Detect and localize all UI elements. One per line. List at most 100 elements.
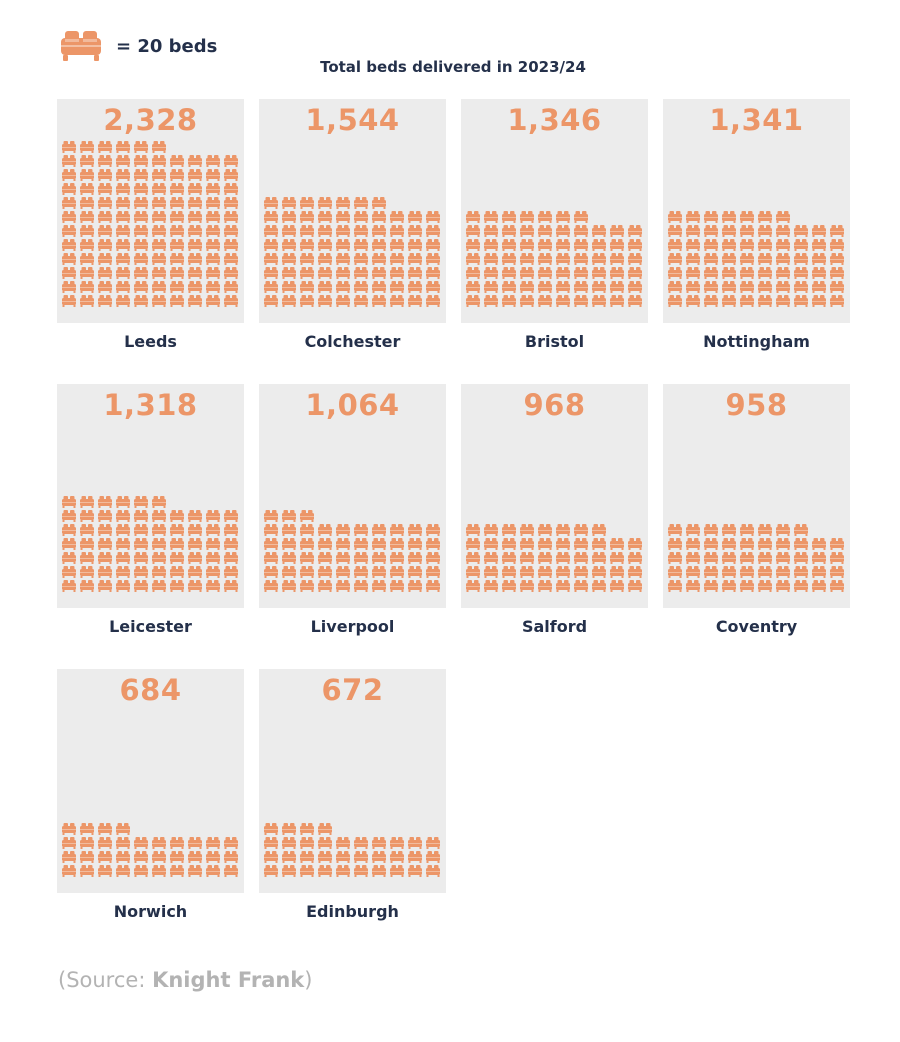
bed-icon xyxy=(152,141,166,153)
bed-icon xyxy=(170,267,184,279)
bed-icon xyxy=(224,281,238,293)
bed-icon xyxy=(134,552,148,564)
bed-icon xyxy=(98,141,112,153)
bed-icon xyxy=(318,239,332,251)
bed-icon xyxy=(556,239,570,251)
bed-icon xyxy=(282,865,296,877)
bed-icon xyxy=(758,538,772,550)
bed-icon xyxy=(556,253,570,265)
bed-icon xyxy=(98,281,112,293)
category-label: Salford xyxy=(521,617,588,636)
bed-icon xyxy=(318,211,332,223)
bed-icon xyxy=(686,552,700,564)
bed-icon xyxy=(318,552,332,564)
bed-icon xyxy=(538,267,552,279)
bed-icon xyxy=(300,510,314,522)
bed-icon xyxy=(116,510,130,522)
bed-icon xyxy=(282,552,296,564)
bed-icon xyxy=(318,295,332,307)
bed-icon xyxy=(556,524,570,536)
bed-icon xyxy=(390,295,404,307)
bed-icon xyxy=(686,580,700,592)
bed-icon xyxy=(188,580,202,592)
value-label: 1,064 xyxy=(305,388,400,422)
bed-icon xyxy=(116,524,130,536)
bed-icon xyxy=(520,580,534,592)
bed-icon xyxy=(264,524,278,536)
bed-icon xyxy=(80,580,94,592)
bed-icon xyxy=(686,239,700,251)
bed-icon xyxy=(408,566,422,578)
bed-icon xyxy=(502,211,516,223)
bed-icon xyxy=(740,281,754,293)
bed-icon xyxy=(426,865,440,877)
bed-icon xyxy=(794,281,808,293)
bed-icon xyxy=(116,141,130,153)
bed-icon xyxy=(830,225,844,237)
bed-icon xyxy=(426,566,440,578)
bed-icon xyxy=(776,239,790,251)
bed-icon xyxy=(758,295,772,307)
bed-icon xyxy=(592,552,606,564)
bed-icon xyxy=(668,267,682,279)
bed-icon xyxy=(538,580,552,592)
bed-icon xyxy=(812,295,826,307)
bed-icon xyxy=(484,211,498,223)
bed-icon xyxy=(134,239,148,251)
bed-icon xyxy=(188,837,202,849)
bed-icon xyxy=(520,267,534,279)
bed-icon xyxy=(152,510,166,522)
bed-icon xyxy=(282,510,296,522)
bed-icon xyxy=(704,538,718,550)
bed-icon xyxy=(170,865,184,877)
bed-icon xyxy=(830,580,844,592)
bed-icon xyxy=(812,566,826,578)
bed-icon xyxy=(722,239,736,251)
bed-icon xyxy=(408,865,422,877)
value-label: 1,341 xyxy=(709,103,804,137)
bed-icon xyxy=(628,225,642,237)
panel-leicester: 1,318 xyxy=(57,384,244,608)
bed-icon xyxy=(592,538,606,550)
bed-icon xyxy=(134,281,148,293)
bed-icon xyxy=(264,197,278,209)
bed-icon xyxy=(134,267,148,279)
bed-icon xyxy=(62,239,76,251)
bed-icon xyxy=(426,295,440,307)
bed-icon xyxy=(408,211,422,223)
bed-icon xyxy=(318,865,332,877)
bed-icon xyxy=(206,267,220,279)
bed-icon xyxy=(592,239,606,251)
bed-icon xyxy=(98,197,112,209)
bed-icon xyxy=(758,580,772,592)
bed-icon xyxy=(282,823,296,835)
bed-icon xyxy=(336,225,350,237)
bed-icon xyxy=(98,239,112,251)
bed-icon xyxy=(170,197,184,209)
bed-icon xyxy=(264,211,278,223)
bed-icon xyxy=(188,295,202,307)
bed-icon xyxy=(206,169,220,181)
value-label: 1,544 xyxy=(305,103,400,137)
bed-icon xyxy=(574,225,588,237)
bed-icon xyxy=(116,197,130,209)
bed-icon xyxy=(188,211,202,223)
bed-icon xyxy=(794,580,808,592)
bed-icon xyxy=(62,295,76,307)
bed-icon xyxy=(206,580,220,592)
bed-icon xyxy=(408,267,422,279)
bed-icon xyxy=(116,183,130,195)
bed-icon xyxy=(502,253,516,265)
bed-icon xyxy=(300,211,314,223)
bed-icon xyxy=(134,197,148,209)
bed-icon xyxy=(170,837,184,849)
bed-icon xyxy=(740,267,754,279)
bed-icon xyxy=(300,225,314,237)
bed-icon xyxy=(592,267,606,279)
bed-icon xyxy=(98,566,112,578)
bed-icon xyxy=(740,566,754,578)
bed-icon xyxy=(390,538,404,550)
bed-icon xyxy=(134,141,148,153)
bed-icon xyxy=(152,538,166,550)
bed-icon xyxy=(152,281,166,293)
